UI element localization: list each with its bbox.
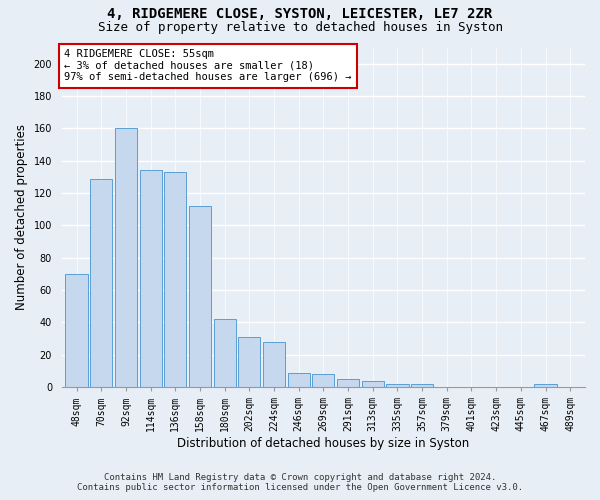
Bar bbox=[337, 379, 359, 387]
Text: Size of property relative to detached houses in Syston: Size of property relative to detached ho… bbox=[97, 21, 503, 34]
Bar bbox=[263, 342, 285, 387]
Y-axis label: Number of detached properties: Number of detached properties bbox=[15, 124, 28, 310]
Text: 4 RIDGEMERE CLOSE: 55sqm
← 3% of detached houses are smaller (18)
97% of semi-de: 4 RIDGEMERE CLOSE: 55sqm ← 3% of detache… bbox=[64, 49, 352, 82]
Text: Contains HM Land Registry data © Crown copyright and database right 2024.
Contai: Contains HM Land Registry data © Crown c… bbox=[77, 473, 523, 492]
Bar bbox=[411, 384, 433, 387]
Bar bbox=[362, 380, 384, 387]
Bar bbox=[287, 372, 310, 387]
Bar bbox=[535, 384, 557, 387]
Bar bbox=[164, 172, 187, 387]
Bar bbox=[238, 337, 260, 387]
Bar bbox=[189, 206, 211, 387]
Bar bbox=[312, 374, 334, 387]
Bar bbox=[214, 319, 236, 387]
Bar bbox=[90, 178, 112, 387]
Bar bbox=[140, 170, 162, 387]
Text: 4, RIDGEMERE CLOSE, SYSTON, LEICESTER, LE7 2ZR: 4, RIDGEMERE CLOSE, SYSTON, LEICESTER, L… bbox=[107, 8, 493, 22]
X-axis label: Distribution of detached houses by size in Syston: Distribution of detached houses by size … bbox=[177, 437, 470, 450]
Bar bbox=[115, 128, 137, 387]
Bar bbox=[65, 274, 88, 387]
Bar bbox=[386, 384, 409, 387]
